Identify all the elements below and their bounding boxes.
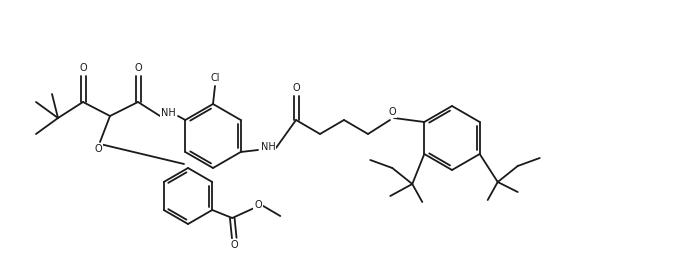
Text: Cl: Cl [210,73,220,83]
Text: O: O [79,63,87,73]
Text: O: O [254,200,262,210]
Text: O: O [94,144,101,154]
Text: NH: NH [260,142,275,152]
Text: O: O [134,63,142,73]
Text: NH: NH [160,108,176,118]
Text: O: O [230,240,238,250]
Text: O: O [389,107,396,117]
Text: O: O [292,83,300,93]
